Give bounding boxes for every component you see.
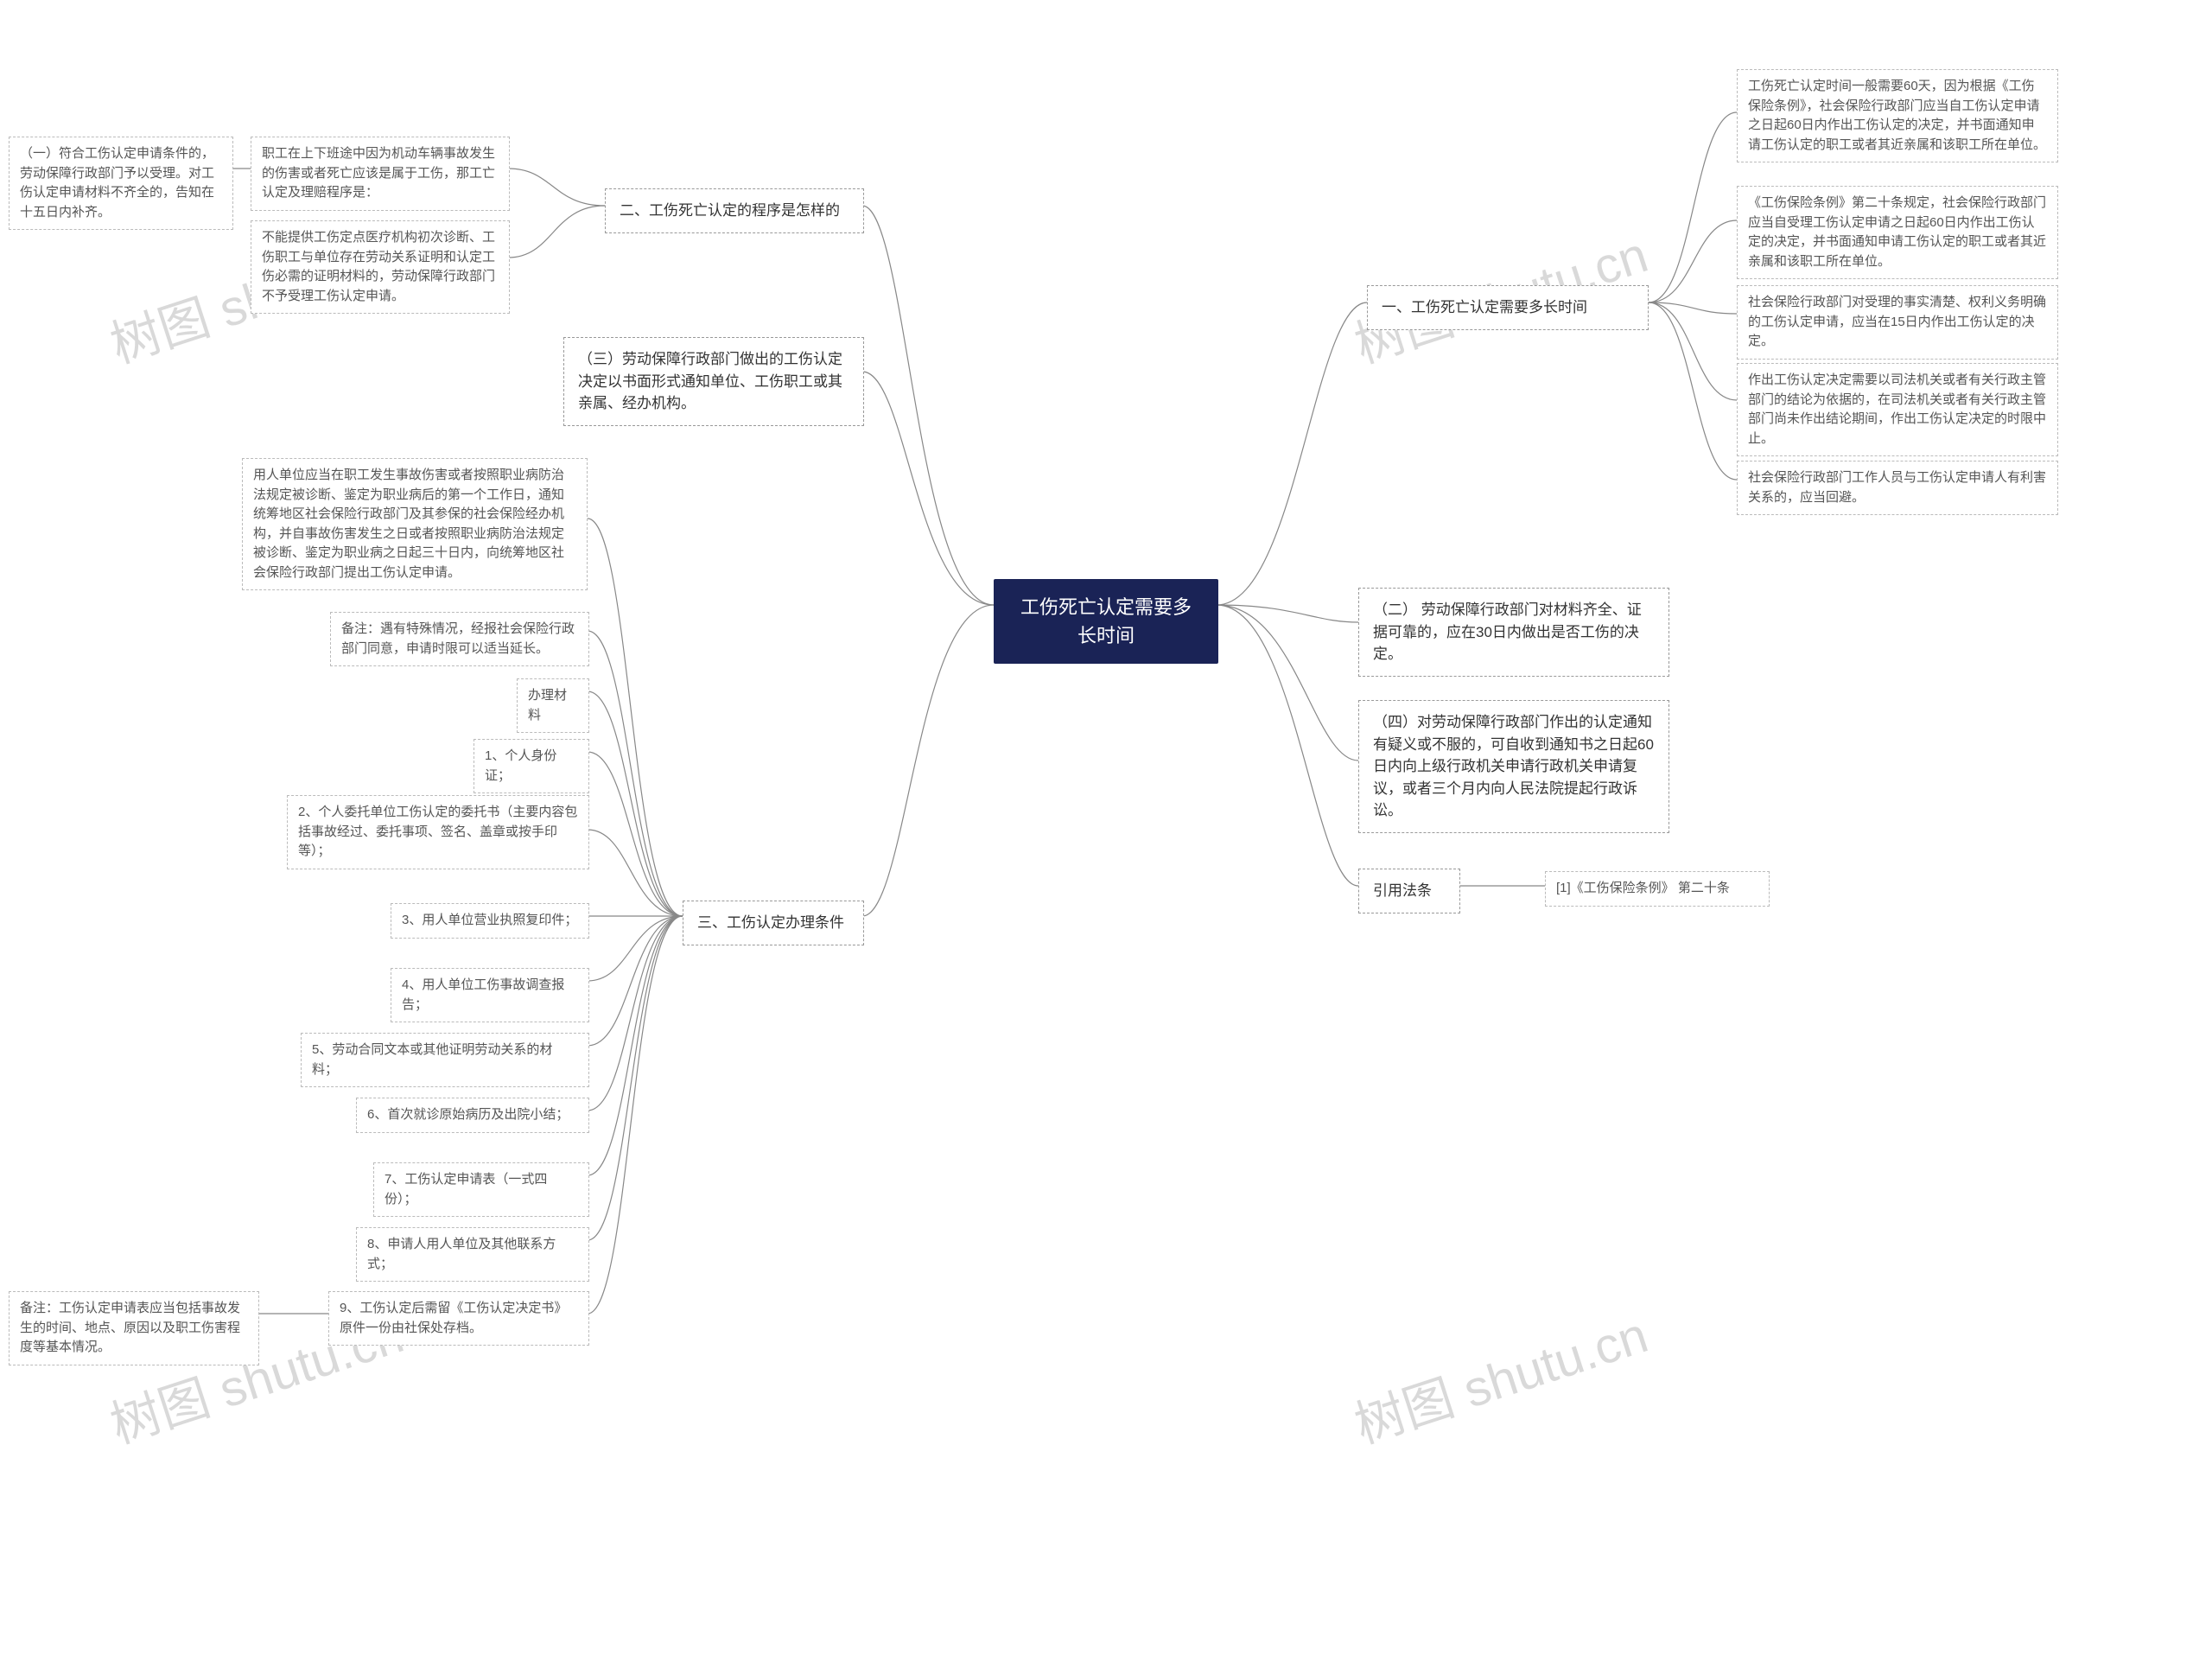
- leaf-r4-0: [1]《工伤保险条例》 第二十条: [1545, 871, 1770, 907]
- leaf-l3-11-sub: 备注：工伤认定申请表应当包括事故发生的时间、地点、原因以及职工伤害程度等基本情况…: [9, 1291, 259, 1365]
- leaf-l3-1: 备注：遇有特殊情况，经报社会保险行政部门同意，申请时限可以适当延长。: [330, 612, 589, 666]
- leaf-r1-2: 社会保险行政部门对受理的事实清楚、权利义务明确的工伤认定申请，应当在15日内作出…: [1737, 285, 2058, 360]
- leaf-l1-1: 不能提供工伤定点医疗机构初次诊断、工伤职工与单位存在劳动关系证明和认定工伤必需的…: [251, 220, 510, 314]
- branch-r2: （二） 劳动保障行政部门对材料齐全、证据可靠的，应在30日内做出是否工伤的决定。: [1358, 588, 1669, 677]
- leaf-r1-1: 《工伤保险条例》第二十条规定，社会保险行政部门应当自受理工伤认定申请之日起60日…: [1737, 186, 2058, 279]
- branch-r3: （四）对劳动保障行政部门作出的认定通知有疑义或不服的，可自收到通知书之日起60日…: [1358, 700, 1669, 833]
- leaf-l3-2: 办理材料: [517, 678, 589, 733]
- branch-r1: 一、工伤死亡认定需要多长时间: [1367, 285, 1649, 330]
- branch-l3: 三、工伤认定办理条件: [683, 901, 864, 945]
- root-node: 工伤死亡认定需要多长时间: [994, 579, 1218, 664]
- leaf-l3-9: 7、工伤认定申请表（一式四份）；: [373, 1162, 589, 1217]
- branch-l2: （三）劳动保障行政部门做出的工伤认定决定以书面形式通知单位、工伤职工或其亲属、经…: [563, 337, 864, 426]
- leaf-l1-0: 职工在上下班途中因为机动车辆事故发生的伤害或者死亡应该是属于工伤，那工亡认定及理…: [251, 137, 510, 211]
- leaf-l3-10: 8、申请人用人单位及其他联系方式；: [356, 1227, 589, 1282]
- leaf-l3-8: 6、首次就诊原始病历及出院小结；: [356, 1098, 589, 1133]
- leaf-l3-7: 5、劳动合同文本或其他证明劳动关系的材料；: [301, 1033, 589, 1087]
- leaf-l3-0: 用人单位应当在职工发生事故伤害或者按照职业病防治法规定被诊断、鉴定为职业病后的第…: [242, 458, 588, 590]
- leaf-l1-0-sub: （一）符合工伤认定申请条件的，劳动保障行政部门予以受理。对工伤认定申请材料不齐全…: [9, 137, 233, 230]
- watermark: 树图 shutu.cn: [1344, 1295, 1656, 1457]
- leaf-l3-3: 1、个人身份证；: [474, 739, 589, 793]
- leaf-l3-6: 4、用人单位工伤事故调查报告；: [391, 968, 589, 1022]
- branch-l1: 二、工伤死亡认定的程序是怎样的: [605, 188, 864, 233]
- branch-r4: 引用法条: [1358, 869, 1460, 913]
- leaf-r1-4: 社会保险行政部门工作人员与工伤认定申请人有利害关系的，应当回避。: [1737, 461, 2058, 515]
- leaf-r1-3: 作出工伤认定决定需要以司法机关或者有关行政主管部门的结论为依据的，在司法机关或者…: [1737, 363, 2058, 456]
- leaf-l3-5: 3、用人单位营业执照复印件；: [391, 903, 589, 939]
- leaf-l3-11: 9、工伤认定后需留《工伤认定决定书》原件一份由社保处存档。: [328, 1291, 589, 1346]
- leaf-r1-0: 工伤死亡认定时间一般需要60天，因为根据《工伤保险条例》，社会保险行政部门应当自…: [1737, 69, 2058, 162]
- leaf-l3-4: 2、个人委托单位工伤认定的委托书（主要内容包括事故经过、委托事项、签名、盖章或按…: [287, 795, 589, 869]
